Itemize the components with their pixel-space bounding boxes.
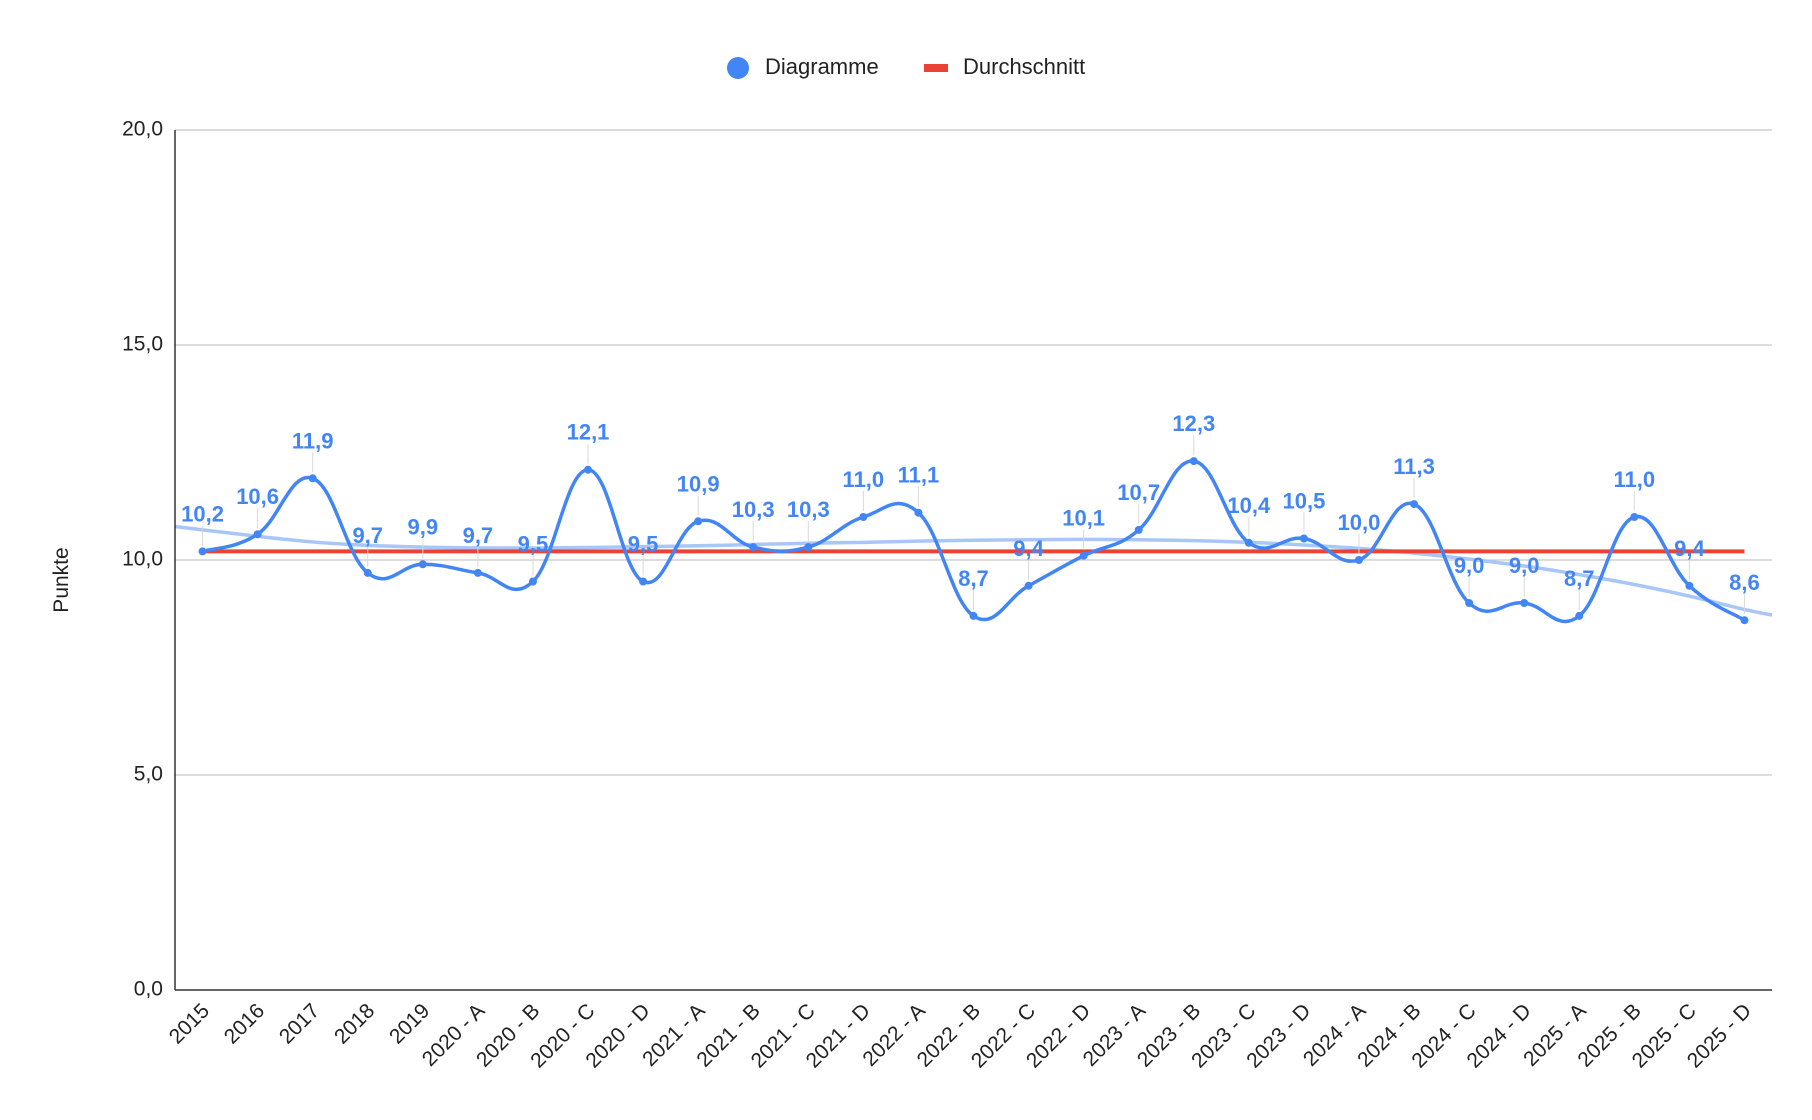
data-point-2021-c — [804, 543, 813, 552]
data-label-2025-b: 11,0 — [1614, 467, 1656, 492]
data-label-2024-c: 9,0 — [1454, 553, 1485, 578]
x-tick-label: 2016 — [220, 999, 269, 1048]
data-label-2021-b: 10,3 — [732, 497, 775, 522]
data-label-2021-d: 11,0 — [843, 467, 885, 492]
data-point-2019 — [418, 560, 427, 569]
data-label-2023-a: 10,7 — [1117, 480, 1160, 505]
x-tick-label: 2018 — [330, 999, 379, 1048]
data-label-2016: 10,6 — [236, 484, 279, 509]
data-label-2022-b: 8,7 — [958, 566, 989, 591]
legend-marker-durchschnitt — [924, 64, 948, 72]
data-point-2020-c — [584, 465, 593, 474]
data-point-2025-b — [1630, 513, 1639, 521]
data-point-2025-d — [1740, 616, 1749, 625]
data-point-2021-b — [749, 543, 758, 552]
data-point-2025-c — [1685, 581, 1694, 590]
y-tick-label: 20,0 — [122, 118, 163, 141]
data-label-2018: 9,7 — [352, 523, 383, 548]
data-point-2024-a — [1354, 556, 1363, 564]
data-point-2025-a — [1575, 611, 1584, 620]
data-point-2022-b — [969, 611, 978, 620]
data-point-2023-c — [1244, 538, 1253, 547]
data-point-2015 — [198, 547, 207, 556]
data-point-2022-d — [1079, 551, 1088, 560]
data-point-2024-c — [1465, 599, 1474, 607]
legend-label-diagramme: Diagramme — [765, 54, 879, 79]
data-point-2018 — [363, 568, 372, 577]
y-tick-label: 5,0 — [134, 763, 163, 786]
y-tick-label: 0,0 — [134, 978, 163, 1001]
y-axis-title: Punkte — [50, 547, 73, 612]
data-point-2016 — [253, 530, 262, 539]
legend-label-durchschnitt: Durchschnitt — [963, 54, 1085, 79]
x-tick-label: 2017 — [275, 999, 324, 1048]
data-label-2023-d: 10,5 — [1282, 489, 1325, 514]
data-point-2020-d — [639, 577, 648, 586]
data-point-2022-a — [914, 508, 923, 517]
y-tick-label: 10,0 — [122, 548, 163, 571]
data-label-2020-d: 9,5 — [628, 532, 659, 557]
data-point-2024-b — [1410, 500, 1419, 509]
data-label-2020-c: 12,1 — [567, 420, 610, 445]
legend-marker-diagramme — [727, 57, 749, 79]
data-point-2023-d — [1299, 534, 1308, 543]
data-label-2024-b: 11,3 — [1393, 454, 1435, 479]
data-label-2020-b: 9,5 — [518, 532, 549, 557]
legend: Diagramme Durchschnitt — [727, 54, 1085, 79]
data-label-2025-a: 8,7 — [1564, 566, 1595, 591]
data-label-2019: 9,9 — [408, 514, 439, 539]
data-label-2017: 11,9 — [292, 428, 334, 453]
y-tick-label: 15,0 — [122, 333, 163, 356]
data-label-2021-c: 10,3 — [787, 497, 830, 522]
gridlines — [175, 129, 1772, 776]
data-point-2020-a — [473, 568, 482, 577]
data-label-2022-a: 11,1 — [898, 463, 940, 488]
data-point-2020-b — [528, 577, 537, 586]
data-label-2015: 10,2 — [181, 501, 224, 526]
data-labels: 10,2 10,6 11,9 9,7 9,9 9,7 9,5 12,1 9,5 10,9 10,3 1… — [181, 411, 1760, 615]
x-tick-label: 2015 — [165, 999, 214, 1048]
data-point-2023-a — [1134, 525, 1143, 534]
data-point-2021-a — [694, 517, 703, 526]
data-label-2024-a: 10,0 — [1338, 510, 1381, 535]
data-label-2023-b: 12,3 — [1172, 411, 1215, 436]
series-diagramme — [198, 457, 1749, 625]
data-label-2023-c: 10,4 — [1227, 493, 1271, 518]
data-point-2021-d — [859, 513, 868, 521]
data-label-2021-a: 10,9 — [677, 471, 720, 496]
data-label-2022-d: 10,1 — [1062, 506, 1105, 531]
data-point-2024-d — [1520, 599, 1529, 607]
data-label-2022-c: 9,4 — [1013, 536, 1044, 561]
data-point-2017 — [308, 474, 317, 483]
data-label-2020-a: 9,7 — [463, 523, 494, 548]
data-label-2025-c: 9,4 — [1674, 536, 1705, 561]
data-point-2023-b — [1189, 457, 1198, 466]
x-tick-label: 2019 — [385, 999, 434, 1048]
data-label-2024-d: 9,0 — [1509, 553, 1540, 578]
data-label-2025-d: 8,6 — [1729, 570, 1760, 595]
y-axis-ticks: 0,0 5,0 10,0 15,0 20,0 — [122, 118, 163, 1001]
data-point-2022-c — [1024, 581, 1033, 590]
